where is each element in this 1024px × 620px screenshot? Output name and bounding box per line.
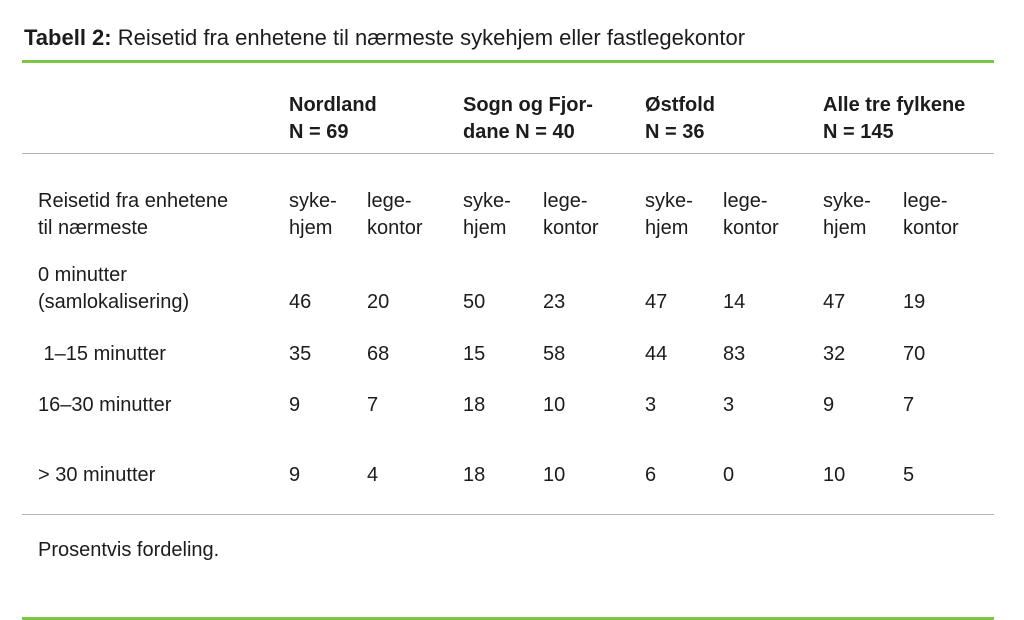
value-cell: 47 bbox=[645, 291, 668, 313]
table-footnote-row: Prosentvis fordeling. bbox=[22, 515, 995, 619]
column-group-header-row: Nordland N = 69 Sogn og Fjor- dane N = 4… bbox=[22, 62, 995, 154]
value-cell: 15 bbox=[463, 343, 486, 365]
value-cell: 3 bbox=[645, 394, 657, 416]
value-cell: 23 bbox=[543, 291, 566, 313]
value-cell: 10 bbox=[543, 464, 566, 486]
group-header-nordland: Nordland N = 69 bbox=[289, 94, 377, 143]
row-label: 16–30 minutter bbox=[38, 394, 172, 416]
value-cell: 0 bbox=[723, 464, 735, 486]
value-cell: 68 bbox=[367, 343, 390, 365]
value-cell: 9 bbox=[289, 464, 301, 486]
row-label: 0 minutter (samlokalisering) bbox=[38, 264, 190, 313]
value-cell: 6 bbox=[645, 464, 657, 486]
group-header-alle-tre-fylkene: Alle tre fylkene N = 145 bbox=[823, 94, 966, 143]
group-header-sogn-og-fjordane: Sogn og Fjor- dane N = 40 bbox=[463, 94, 593, 143]
row-label: 1–15 minutter bbox=[38, 343, 166, 365]
row-label: > 30 minutter bbox=[38, 464, 156, 486]
value-cell: 47 bbox=[823, 291, 846, 313]
subheader-legekontor: lege- kontor bbox=[903, 190, 959, 239]
value-cell: 5 bbox=[903, 464, 915, 486]
table-number: Tabell 2: bbox=[24, 25, 112, 50]
subheader-sykehjem: syke- hjem bbox=[463, 190, 511, 239]
travel-time-table: Nordland N = 69 Sogn og Fjor- dane N = 4… bbox=[22, 60, 995, 620]
value-cell: 46 bbox=[289, 291, 312, 313]
column-subheader-row: Reisetid fra enhetene til nærmeste syke-… bbox=[22, 154, 994, 246]
value-cell: 70 bbox=[903, 343, 926, 365]
subheader-sykehjem: syke- hjem bbox=[289, 190, 337, 239]
value-cell: 50 bbox=[463, 291, 486, 313]
subheader-legekontor: lege- kontor bbox=[723, 190, 779, 239]
subheader-legekontor: lege- kontor bbox=[543, 190, 599, 239]
value-cell: 58 bbox=[543, 343, 566, 365]
group-header-ostfold: Østfold N = 36 bbox=[645, 94, 716, 143]
table-row-16-30-minutter: 16–30 minutter 9 7 18 10 3 3 9 7 bbox=[22, 374, 994, 425]
value-cell: 35 bbox=[289, 343, 312, 365]
table-footnote: Prosentvis fordeling. bbox=[38, 539, 220, 561]
value-cell: 3 bbox=[723, 394, 735, 416]
empty-corner-cell bbox=[22, 62, 289, 154]
subheader-legekontor: lege- kontor bbox=[367, 190, 423, 239]
value-cell: 9 bbox=[823, 394, 835, 416]
table-title: Tabell 2: Reisetid fra enhetene til nærm… bbox=[24, 24, 994, 52]
table-row-over-30-minutter: > 30 minutter 9 4 18 10 6 0 10 5 bbox=[22, 425, 995, 515]
value-cell: 14 bbox=[723, 291, 746, 313]
table-caption: Reisetid fra enhetene til nærmeste sykeh… bbox=[111, 25, 746, 50]
table-figure: Tabell 2: Reisetid fra enhetene til nærm… bbox=[22, 0, 995, 620]
value-cell: 20 bbox=[367, 291, 390, 313]
value-cell: 32 bbox=[823, 343, 846, 365]
value-cell: 7 bbox=[367, 394, 379, 416]
row-header-label: Reisetid fra enhetene til nærmeste bbox=[38, 190, 229, 239]
subheader-sykehjem: syke- hjem bbox=[823, 190, 871, 239]
value-cell: 7 bbox=[903, 394, 915, 416]
value-cell: 4 bbox=[367, 464, 379, 486]
value-cell: 18 bbox=[463, 464, 486, 486]
table-row-0-minutter: 0 minutter (samlokalisering) 46 20 50 23… bbox=[22, 245, 994, 323]
value-cell: 44 bbox=[645, 343, 668, 365]
subheader-sykehjem: syke- hjem bbox=[645, 190, 693, 239]
value-cell: 9 bbox=[289, 394, 301, 416]
table-row-1-15-minutter: 1–15 minutter 35 68 15 58 44 83 32 70 bbox=[22, 323, 994, 374]
value-cell: 10 bbox=[823, 464, 846, 486]
value-cell: 19 bbox=[903, 291, 926, 313]
value-cell: 18 bbox=[463, 394, 486, 416]
value-cell: 10 bbox=[543, 394, 566, 416]
value-cell: 83 bbox=[723, 343, 746, 365]
